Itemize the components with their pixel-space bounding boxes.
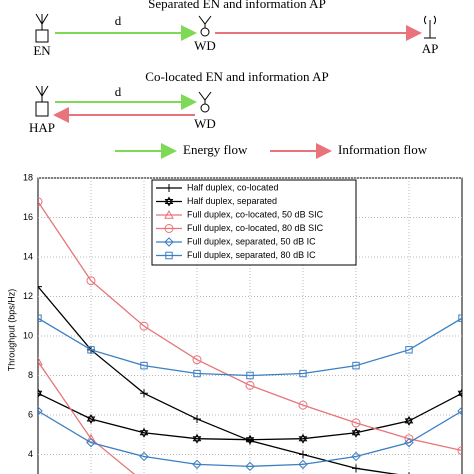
y-tick-label: 10 <box>23 330 33 340</box>
data-point <box>245 461 255 472</box>
data-point <box>139 427 149 438</box>
y-tick-label: 6 <box>28 409 33 419</box>
diagram-title: Co-located EN and information AP <box>145 69 328 84</box>
data-point <box>298 459 308 470</box>
legend-marker <box>164 237 174 247</box>
legend-label: Full duplex, co-located, 80 dB SIC <box>187 223 324 233</box>
legend-marker <box>164 224 174 233</box>
data-point <box>140 361 148 370</box>
data-point <box>38 356 43 366</box>
data-point <box>38 406 43 416</box>
data-point <box>86 413 96 424</box>
data-point <box>404 415 414 426</box>
y-tick-label: 18 <box>23 172 33 182</box>
hap-box <box>35 101 49 117</box>
legend-marker <box>164 196 174 207</box>
series-line <box>38 410 462 468</box>
legend-label: Half duplex, separated <box>187 196 277 206</box>
data-point <box>298 433 308 444</box>
data-point <box>192 355 202 365</box>
y-tick-label: 12 <box>23 291 33 301</box>
data-point <box>299 369 307 378</box>
distance-label: d <box>115 84 122 99</box>
data-point <box>140 389 148 398</box>
legend-label: Full duplex, separated, 80 dB IC <box>187 250 316 260</box>
data-point <box>457 446 462 456</box>
distance-label: d <box>115 13 122 28</box>
data-point <box>404 437 414 448</box>
legend-marker <box>164 209 174 219</box>
data-point <box>38 282 42 291</box>
data-point <box>86 276 96 286</box>
legend-label: Half duplex, co-located <box>187 182 279 192</box>
diagram <box>35 13 436 159</box>
data-point <box>299 450 307 459</box>
legend-box <box>151 179 357 266</box>
hap-antenna <box>35 85 49 102</box>
wd-antenna <box>198 91 212 104</box>
data-point <box>38 197 43 207</box>
data-point <box>192 433 202 444</box>
data-point <box>351 418 361 428</box>
data-point <box>457 406 462 416</box>
legend-marker <box>165 251 173 260</box>
data-point <box>245 380 255 390</box>
data-point <box>298 400 308 410</box>
data-point <box>458 314 462 322</box>
wd-node <box>200 103 210 113</box>
node-label: WD <box>194 38 216 53</box>
legend-label: Energy flow <box>183 142 248 157</box>
y-tick-label: 8 <box>28 370 33 380</box>
node-label: EN <box>33 43 51 58</box>
diagram-title: Separated EN and information AP <box>148 0 326 11</box>
en-antenna <box>35 13 49 30</box>
y-tick-label: 16 <box>23 212 33 222</box>
en-box <box>35 29 49 43</box>
data-point <box>38 388 43 399</box>
data-point <box>193 414 201 423</box>
data-point <box>405 346 413 354</box>
data-point <box>139 451 149 462</box>
plot-area <box>38 197 462 474</box>
data-point <box>457 388 462 399</box>
data-point <box>404 434 414 444</box>
legend-label: Full duplex, co-located, 50 dB SIC <box>187 209 324 219</box>
y-tick-label: 14 <box>23 251 33 261</box>
y-tick-label: 4 <box>28 449 33 459</box>
data-point <box>352 464 360 473</box>
data-point <box>351 427 361 438</box>
legend-marker <box>165 184 173 192</box>
data-point <box>86 437 96 448</box>
node-label: HAP <box>29 120 55 135</box>
data-point <box>38 314 42 322</box>
ap-antenna <box>424 15 436 39</box>
y-axis-label: Throughput (bps/Hz) <box>6 289 16 372</box>
series-line <box>38 201 462 452</box>
wd-antenna <box>198 15 212 28</box>
series-line <box>38 317 462 377</box>
data-point <box>352 361 360 370</box>
data-point <box>87 346 95 354</box>
series-line <box>38 392 462 441</box>
legend-label: Full duplex, separated, 50 dB IC <box>187 236 316 246</box>
legend-label: Information flow <box>338 142 428 157</box>
data-point <box>246 371 254 380</box>
node-label: WD <box>194 116 216 131</box>
wd-node <box>200 27 210 37</box>
node-label: AP <box>422 41 439 56</box>
data-point <box>351 451 361 462</box>
data-point <box>245 434 255 445</box>
data-point <box>192 459 202 470</box>
data-point <box>139 321 149 331</box>
data-point <box>193 369 201 378</box>
